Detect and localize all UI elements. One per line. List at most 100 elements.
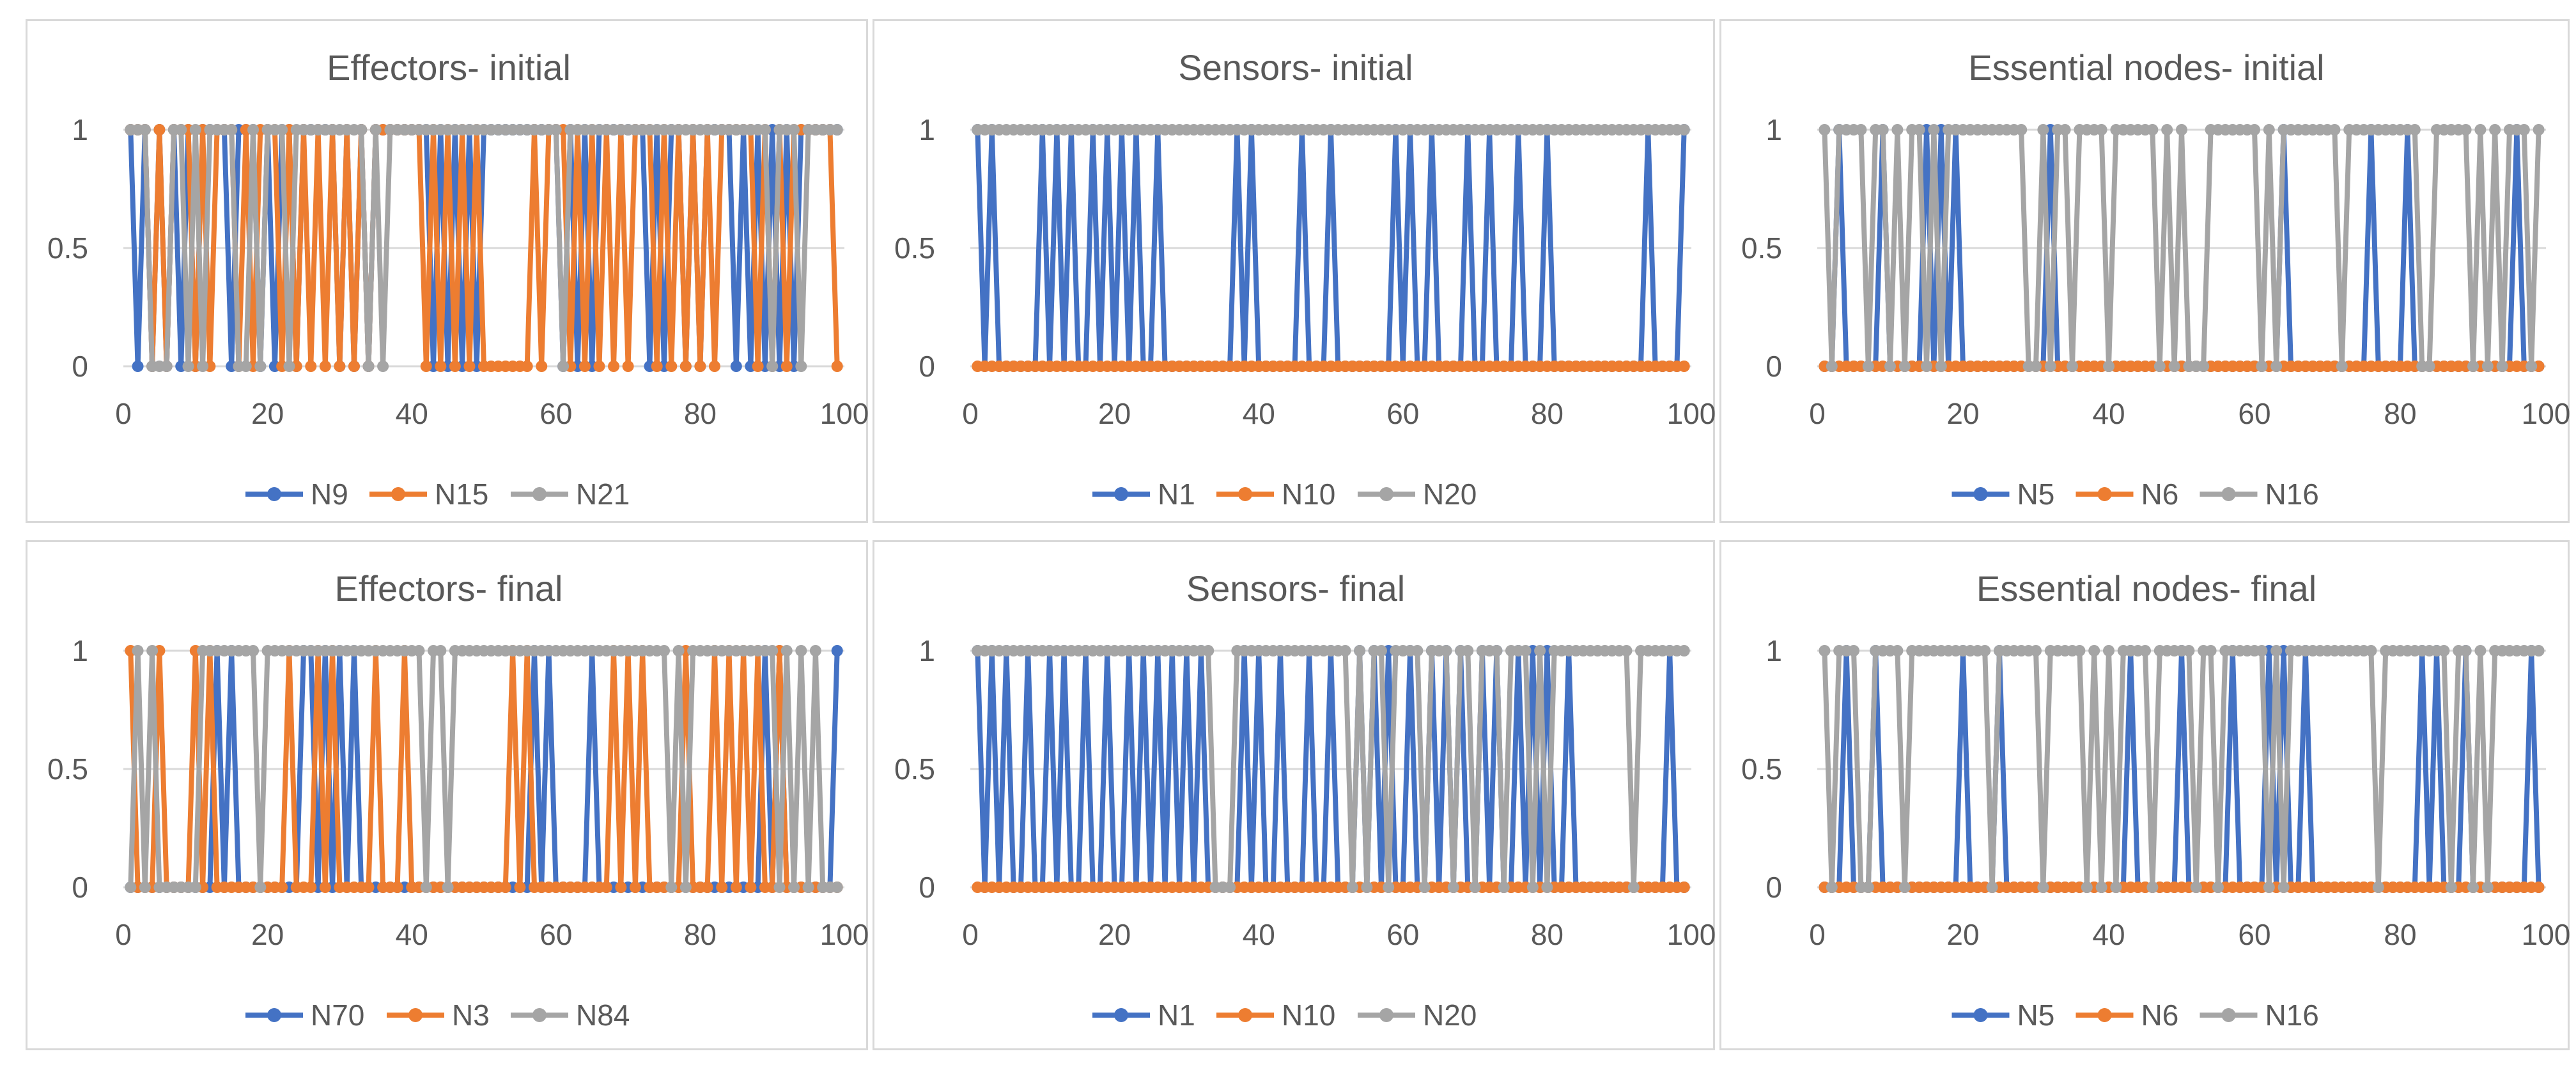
x-tick-label: 40 [1243,397,1275,430]
legend-item-N10: N10 [1216,998,1335,1032]
data-point [1819,645,1831,656]
data-point [2088,645,2100,656]
data-point [694,361,706,372]
data-point [780,361,793,372]
data-point [348,361,360,372]
legend-label: N3 [452,998,490,1032]
legend-item-N70: N70 [245,998,364,1032]
y-tick-label: 0.5 [47,231,88,265]
data-point [2146,124,2159,136]
data-point [160,361,173,372]
data-point [391,882,403,893]
x-tick-label: 0 [115,397,132,430]
line-chart: Essential nodes- initial 0 0.5 1 0 20 40 60 80 10… [1741,47,2570,511]
x-tick-label: 100 [1667,397,1716,430]
data-point [578,361,591,372]
x-tick-label: 100 [1667,918,1716,951]
data-point [759,124,771,136]
data-point [1541,882,1553,893]
data-point [189,124,201,136]
data-point [2030,361,2042,372]
legend-item-N21: N21 [511,478,630,511]
legend-label: N10 [1282,998,1335,1032]
x-tick-label: 80 [684,397,717,430]
data-point [2372,882,2384,893]
data-point [2263,882,2275,893]
data-point [795,645,807,656]
legend-marker [1238,1008,1252,1022]
data-point [369,124,382,136]
data-point [521,361,533,372]
data-point [2496,361,2508,372]
legend-label: N84 [576,998,630,1032]
data-point [2409,124,2421,136]
data-point [362,361,375,372]
y-tick-label: 1 [1765,634,1782,667]
data-point [2533,124,2545,136]
data-point [2139,645,2151,656]
chart-panel: Effectors- initial 0 0.5 1 0 20 40 60 80 100 N9 N15… [26,19,869,523]
y-tick-label: 0 [1765,871,1782,904]
x-tick-label: 20 [1946,397,1979,430]
x-tick-label: 0 [962,397,979,430]
legend-label: N10 [1282,478,1335,511]
y-tick-label: 0 [72,871,88,904]
x-tick-label: 80 [1531,397,1563,430]
legend-item-N20: N20 [1358,998,1477,1032]
data-point [2146,882,2159,893]
data-point [254,882,267,893]
legend-item-N84: N84 [511,998,630,1032]
data-point [665,882,678,893]
data-point [780,645,793,656]
data-point [679,361,692,372]
data-point [197,361,209,372]
data-point [240,361,252,372]
data-point [651,361,663,372]
legend-item-N1: N1 [1092,478,1195,511]
data-point [175,124,187,136]
data-point [2037,882,2049,893]
data-point [1979,645,1991,656]
legend-label: N5 [2017,998,2055,1032]
data-point [2110,882,2122,893]
x-tick-label: 40 [396,918,428,951]
data-point [420,882,432,893]
legend-marker [1379,487,1393,501]
data-point [1519,645,1532,656]
data-point [1877,124,1889,136]
y-tick-label: 1 [72,634,88,667]
legend-label: N16 [2265,478,2319,511]
data-point [2533,882,2545,893]
x-tick-label: 20 [251,918,284,951]
data-point [1346,882,1358,893]
legend-marker [2097,487,2112,501]
data-point [1986,882,1998,893]
data-point [125,882,137,893]
chart-title: Sensors- final [1186,568,1405,609]
data-point [2467,361,2479,372]
data-point [2489,124,2501,136]
legend-marker [2097,1008,2112,1022]
y-tick-label: 1 [72,113,88,146]
data-point [2270,645,2283,656]
y-tick-label: 0.5 [894,231,935,265]
data-point [1884,361,1896,372]
chart-panel: Sensors- initial 0 0.5 1 0 20 40 60 80 100 N1 N10 N2… [873,19,1716,523]
data-point [1202,645,1214,656]
data-point [766,361,779,372]
legend-item-N9: N9 [245,478,348,511]
data-point [2445,882,2457,893]
data-point [615,882,627,893]
chart-panel: Sensors- final 0 0.5 1 0 20 40 60 80 100 N1 N10 N20 [873,540,1716,1050]
data-point [1935,361,1947,372]
data-point [2103,361,2114,372]
x-tick-label: 100 [820,918,869,951]
chart-title: Essential nodes- final [1976,568,2316,609]
data-point [377,361,389,372]
data-point [2161,124,2173,136]
data-point [139,124,151,136]
data-point [1526,882,1539,893]
y-tick-label: 1 [1765,113,1782,146]
data-point [1383,882,1395,893]
data-point [622,361,634,372]
